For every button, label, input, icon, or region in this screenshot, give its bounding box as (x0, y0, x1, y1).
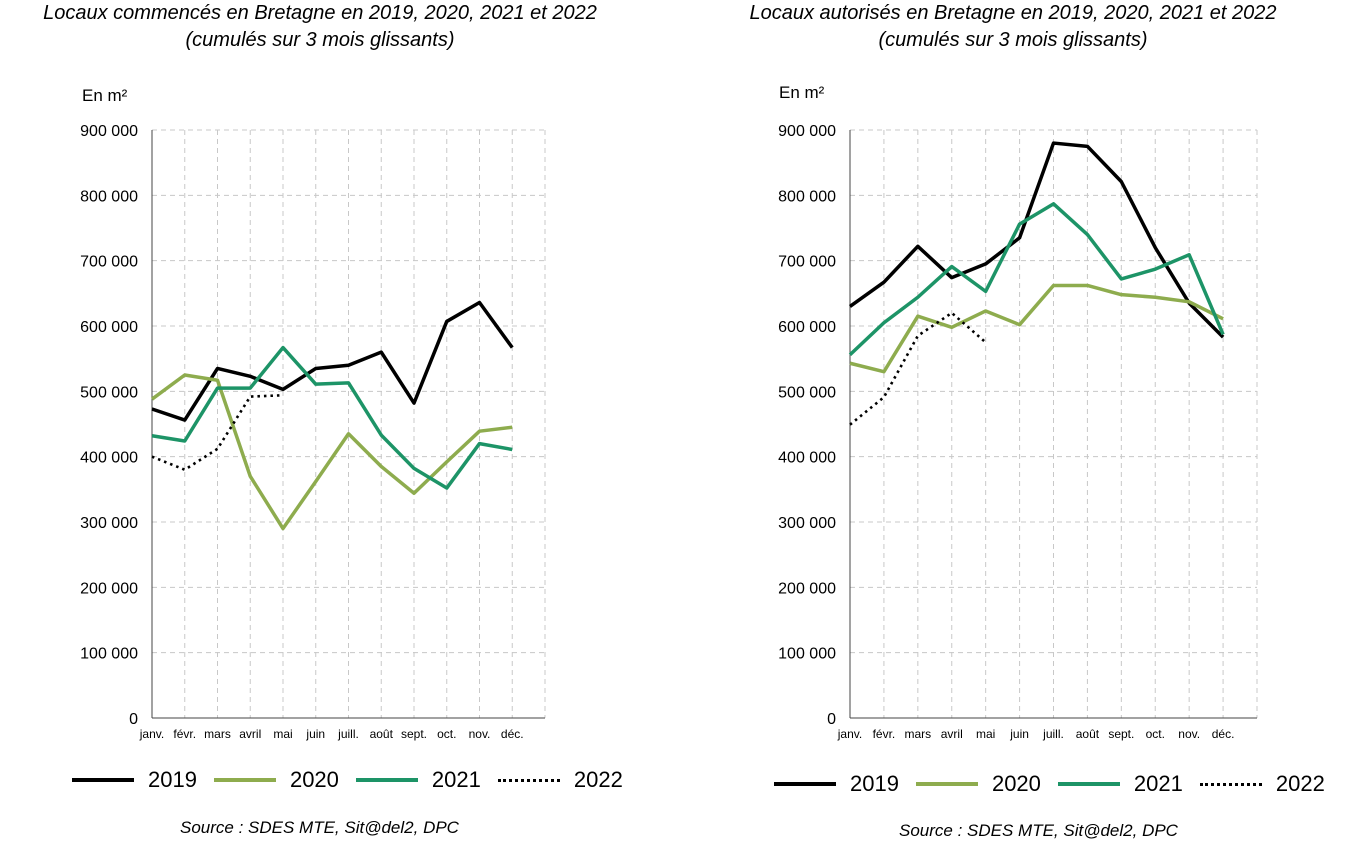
x-tick-label: juill. (337, 727, 359, 741)
y-tick-label: 100 000 (80, 646, 138, 663)
y-tick-label: 900 000 (80, 123, 138, 140)
y-tick-label: 500 000 (778, 384, 836, 401)
series-line-2021 (151, 345, 513, 490)
x-tick-label: août (1076, 727, 1100, 741)
y-tick-label: 700 000 (80, 254, 138, 271)
legend-item-2022: 2022 (497, 767, 623, 793)
y-tick-label: 400 000 (80, 450, 138, 467)
x-tick-label: juill. (1042, 727, 1064, 741)
legend-line-2021 (1057, 782, 1120, 786)
legend-label-2020: 2020 (991, 771, 1041, 796)
legend-item-2021: 2021 (355, 767, 481, 793)
y-tick-label: 200 000 (778, 580, 836, 597)
legend-line-2022 (497, 778, 560, 782)
chart-panel-autorises: Locaux autorisés en Bretagne en 2019, 20… (700, 0, 1356, 849)
y-tick-label: 0 (129, 711, 138, 728)
line-chart-autorises: 0 100 000 200 000 300 000 400 000 500 000 600 … (778, 123, 1258, 741)
x-tick-label: juin (1009, 727, 1029, 741)
legend-line-2022 (1199, 782, 1262, 786)
y-tick-label: 400 000 (778, 450, 836, 467)
legend-label-2022: 2022 (1275, 771, 1325, 796)
legend-line-2019 (774, 782, 836, 786)
legend-item-2020: 2020 (915, 771, 1041, 797)
legend-label-2021: 2021 (431, 767, 481, 792)
legend-line-2020 (915, 782, 978, 786)
x-tick-label: sept. (401, 727, 427, 741)
series-line-2020 (849, 283, 1224, 374)
legend-label-2021: 2021 (1133, 771, 1183, 796)
y-axis-unit-label: En m² (82, 86, 128, 105)
x-tick-label: avril (239, 727, 261, 741)
y-tick-label: 500 000 (80, 384, 138, 401)
legend-line-2021 (355, 778, 418, 782)
x-tick-label: mai (273, 727, 292, 741)
x-tick-label: févr. (173, 727, 196, 741)
chart-title-text: Locaux commencés en Bretagne en 2019, 20… (43, 2, 597, 24)
chart-subtitle-text: (cumulés sur 3 mois glissants) (878, 29, 1148, 51)
series-line-2019 (848, 141, 1225, 339)
legend-label-2022: 2022 (573, 767, 623, 792)
legend-item-2021: 2021 (1057, 771, 1183, 797)
legend-item-2022: 2022 (1199, 771, 1325, 797)
x-tick-label: avril (941, 727, 963, 741)
x-tick-label: déc. (1212, 727, 1235, 741)
chart-legend: 2019 2020 2021 2022 (72, 767, 640, 793)
chart-panel-commences: Locaux commencés en Bretagne en 2019, 20… (0, 0, 640, 849)
y-tick-label: 600 000 (778, 319, 836, 336)
y-axis-unit-label: En m² (779, 83, 825, 102)
chart-legend: 2019 2020 2021 2022 (774, 771, 1342, 797)
y-tick-label: 300 000 (778, 515, 836, 532)
x-tick-label: févr. (873, 727, 896, 741)
line-chart-commences: 0 100 000 200 000 300 000 400 000 500 000 600 … (80, 123, 546, 741)
x-tick-label: déc. (501, 727, 524, 741)
chart-title-text: Locaux autorisés en Bretagne en 2019, 20… (749, 2, 1277, 24)
legend-line-2019 (72, 778, 134, 782)
y-tick-label: 900 000 (778, 123, 836, 140)
x-tick-label: mars (204, 727, 231, 741)
series-line-2021 (848, 202, 1225, 357)
y-tick-label: 200 000 (80, 580, 138, 597)
legend-item-2019: 2019 (72, 767, 197, 793)
x-tick-label: août (370, 727, 394, 741)
x-tick-label: mars (904, 727, 931, 741)
x-tick-label: janv. (837, 727, 862, 741)
x-tick-label: sept. (1108, 727, 1134, 741)
x-tick-label: oct. (437, 727, 456, 741)
series-line-2022 (849, 311, 987, 426)
legend-label-2020: 2020 (289, 767, 339, 792)
legend-label-2019: 2019 (850, 771, 899, 796)
y-tick-label: 600 000 (80, 319, 138, 336)
y-tick-label: 800 000 (778, 188, 836, 205)
chart-subtitle-text: (cumulés sur 3 mois glissants) (185, 29, 455, 51)
chart-title: Locaux autorisés en Bretagne en 2019, 20… (700, 0, 1326, 54)
y-tick-label: 800 000 (80, 188, 138, 205)
legend-label-2019: 2019 (148, 767, 197, 792)
x-tick-label: nov. (1178, 727, 1200, 741)
series-line-2019 (151, 300, 514, 422)
x-tick-label: mai (976, 727, 995, 741)
x-tick-label: nov. (469, 727, 491, 741)
x-tick-label: juin (305, 727, 325, 741)
legend-item-2020: 2020 (213, 767, 339, 793)
y-tick-label: 700 000 (778, 254, 836, 271)
legend-item-2019: 2019 (774, 771, 899, 797)
chart-source-note: Source : SDES MTE, Sit@del2, DPC (180, 818, 459, 837)
x-tick-label: oct. (1146, 727, 1165, 741)
y-tick-label: 300 000 (80, 515, 138, 532)
y-tick-label: 100 000 (778, 646, 836, 663)
chart-title: Locaux commencés en Bretagne en 2019, 20… (0, 0, 640, 54)
legend-line-2020 (213, 778, 276, 782)
series-line-2020 (150, 373, 513, 531)
y-tick-label: 0 (827, 711, 836, 728)
chart-source-note: Source : SDES MTE, Sit@del2, DPC (899, 821, 1178, 840)
x-tick-label: janv. (139, 727, 164, 741)
